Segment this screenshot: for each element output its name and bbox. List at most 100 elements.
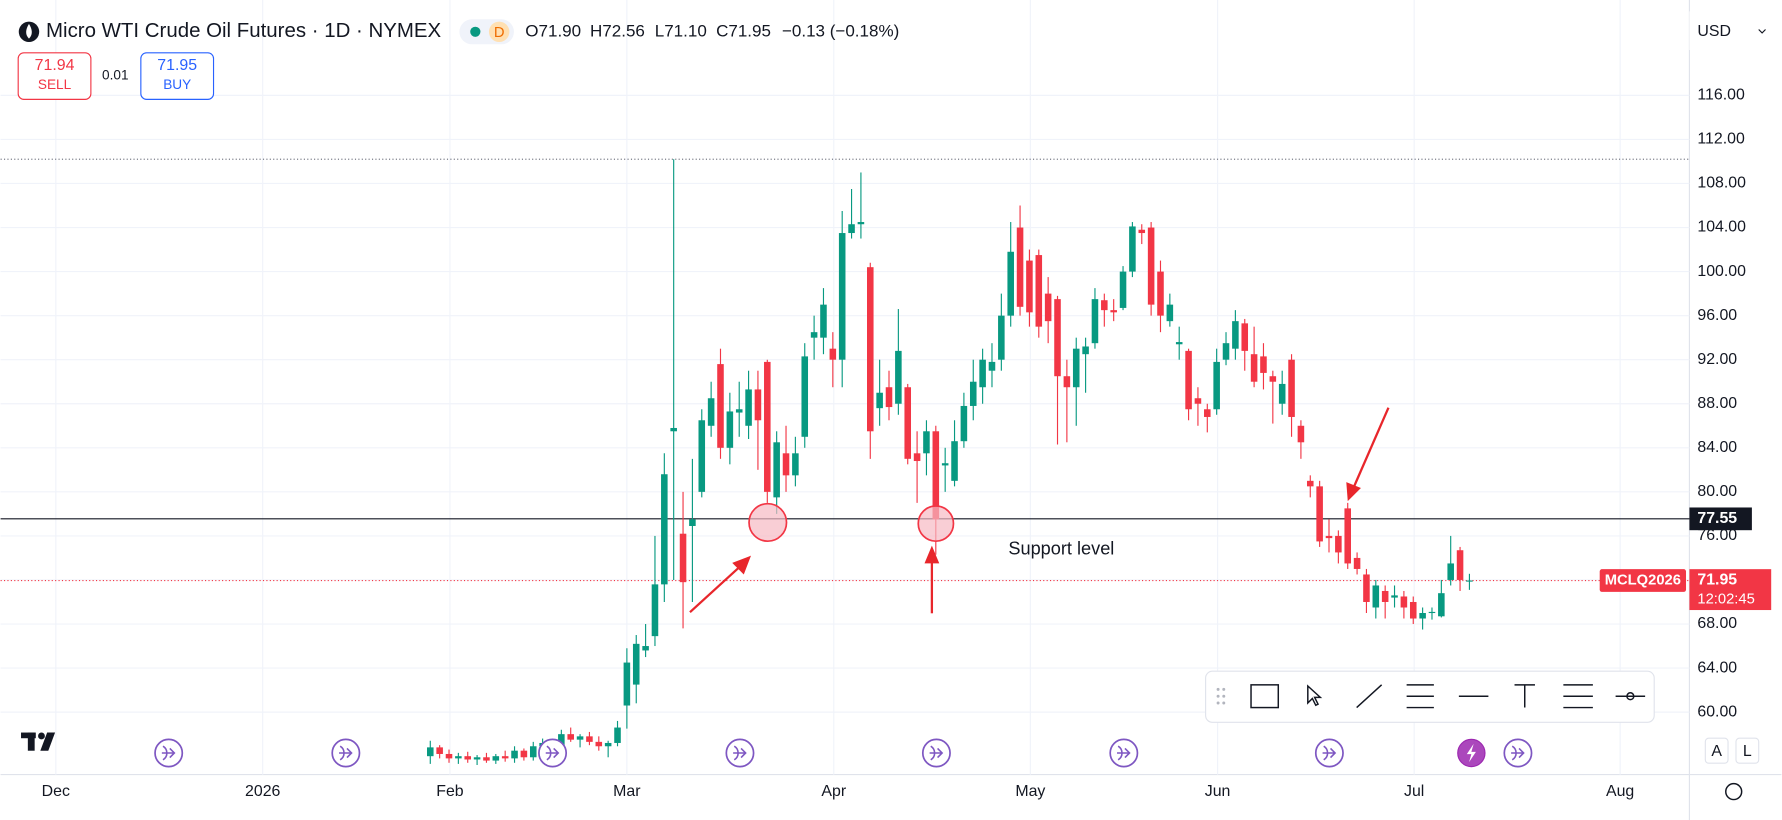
candle-body — [464, 756, 472, 760]
candle-body — [1447, 563, 1454, 580]
candle-body — [698, 420, 706, 492]
tool-text[interactable] — [1514, 684, 1535, 708]
y-tick-label: 84.00 — [1697, 439, 1737, 456]
candle-body — [1353, 557, 1361, 569]
sell-button[interactable] — [17, 52, 92, 100]
auto-label: A — [1711, 743, 1722, 760]
y-tick-label: 64.00 — [1697, 659, 1737, 676]
candle-body — [661, 474, 668, 585]
x-tick-label: 2026 — [245, 783, 281, 800]
toolbar-grip — [1216, 687, 1226, 705]
candle-body — [689, 519, 696, 526]
tool-cursor[interactable] — [1307, 684, 1323, 707]
candle-body — [1082, 346, 1089, 355]
candle-body — [1438, 593, 1445, 617]
candle-body — [1101, 300, 1108, 311]
candle-body — [885, 387, 893, 408]
candle-body — [1456, 550, 1464, 580]
log-button[interactable] — [1735, 737, 1760, 764]
countdown: 12:02:45 — [1697, 592, 1754, 608]
tool-fib[interactable] — [1406, 684, 1434, 709]
candle-body — [427, 747, 434, 757]
candle-body — [1335, 535, 1342, 553]
status-dot — [470, 26, 481, 37]
logo — [21, 732, 56, 751]
candle-body — [1119, 271, 1127, 308]
candle-body — [820, 304, 827, 338]
candle-body — [951, 441, 958, 481]
x-tick-label: Aug — [1606, 783, 1634, 800]
candle-body — [969, 381, 977, 406]
drawing-toolbar — [1205, 670, 1655, 723]
candle-body — [764, 361, 771, 492]
x-tick-label: Mar — [613, 783, 641, 800]
y-tick-label: 68.00 — [1697, 615, 1737, 632]
support-price: 77.55 — [1697, 510, 1737, 527]
candle-body — [1147, 227, 1155, 305]
tool-levels[interactable] — [1563, 684, 1593, 709]
candle-body — [1409, 601, 1417, 619]
y-tick-label: 108.00 — [1697, 175, 1746, 192]
candle-body — [923, 431, 930, 454]
ohlc-close: C71.95 — [716, 21, 771, 40]
x-tick-label: Dec — [42, 783, 70, 800]
candle-body — [1344, 508, 1351, 564]
currency[interactable]: USD — [1697, 23, 1731, 40]
event-arrow — [545, 745, 560, 761]
candle-body — [792, 453, 799, 476]
log-label: L — [1743, 743, 1752, 760]
tool-rect[interactable] — [1250, 684, 1280, 709]
symbol-title: Micro WTI Crude Oil Futures · 1D · NYMEX — [46, 19, 442, 42]
arrow-head — [732, 555, 752, 575]
candle-body — [1306, 480, 1314, 487]
buy-label: BUY — [163, 77, 191, 92]
candle-body — [483, 757, 490, 761]
y-tick-label: 104.00 — [1697, 219, 1746, 236]
candle-body — [857, 222, 865, 225]
ohlc-change: −0.13 (−0.18%) — [782, 21, 899, 40]
arrow — [689, 564, 742, 614]
x-tick-label: May — [1015, 783, 1045, 800]
buy-button[interactable] — [140, 52, 215, 100]
event-arrow — [339, 745, 353, 761]
tool-trendline[interactable] — [1356, 684, 1383, 709]
candle-body — [829, 348, 837, 360]
candle-body — [1194, 398, 1202, 404]
arrow-head — [924, 545, 940, 564]
candle-body — [782, 453, 790, 476]
candle-body — [576, 736, 584, 740]
candle-body — [904, 387, 912, 459]
candle-body — [1381, 590, 1389, 602]
candle-body — [595, 741, 603, 747]
candle-body — [876, 392, 883, 409]
event-arrow — [1322, 745, 1337, 761]
candle-body — [1232, 321, 1239, 349]
symbol-icon-drop — [26, 23, 32, 39]
event-arrow — [733, 745, 747, 761]
logo-part — [38, 732, 45, 740]
events — [154, 738, 1533, 768]
x-tick-label: Feb — [436, 783, 464, 800]
candle-body — [670, 427, 677, 432]
settings-icon[interactable] — [1725, 782, 1743, 801]
candle-body — [1466, 580, 1473, 582]
buy-price: 71.95 — [157, 57, 197, 74]
candle-body — [913, 453, 921, 462]
candle-body — [801, 356, 809, 437]
candle-body — [1016, 227, 1024, 307]
candle-body — [501, 756, 509, 759]
candle-body — [988, 361, 996, 371]
candle-body — [604, 742, 612, 747]
auto-button[interactable] — [1704, 737, 1729, 764]
candle-body — [735, 409, 743, 413]
candle-body — [1400, 596, 1408, 608]
arrow-head — [1346, 482, 1361, 502]
candle-body — [1260, 356, 1267, 373]
candle-body — [1175, 342, 1183, 345]
event-arrow — [1511, 745, 1525, 761]
sell-label: SELL — [38, 77, 72, 92]
candle-body — [810, 332, 818, 338]
spread: 0.01 — [102, 68, 129, 83]
